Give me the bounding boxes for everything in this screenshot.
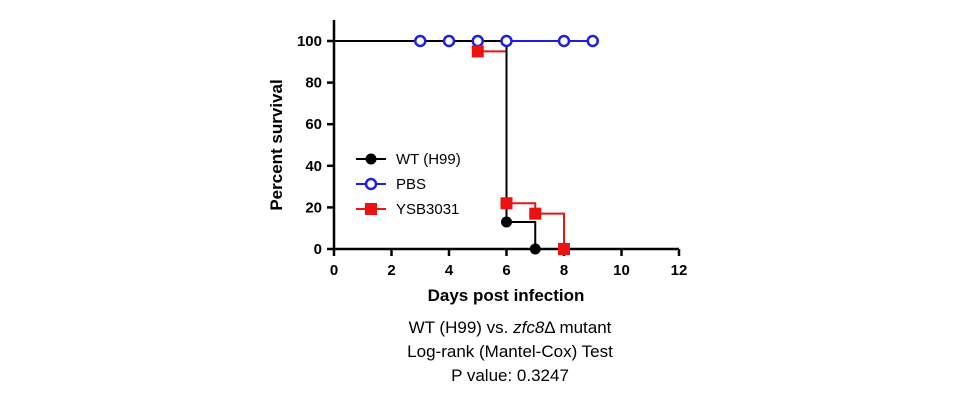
x-tick-label: 0 <box>330 262 338 279</box>
chart-legend: WT (H99) PBS YSB3031 <box>356 151 461 218</box>
chart-caption: WT (H99) vs. zfc8Δ mutant Log-rank (Mant… <box>300 316 720 388</box>
caption-test-name: Log-rank (Mantel-Cox) Test <box>407 342 613 361</box>
caption-comparison: WT (H99) vs. zfc8Δ mutant <box>300 316 720 340</box>
data-point-open-circle <box>442 34 456 48</box>
data-point-circle <box>501 216 512 228</box>
data-point-square <box>471 45 484 58</box>
data-point-open-circle <box>471 34 484 48</box>
caption-comparison-suffix: Δ mutant <box>544 318 612 337</box>
y-axis-title: Percent survival <box>267 79 286 210</box>
y-tick-label: 0 <box>314 241 322 258</box>
caption-p-value: P value: 0.3247 <box>451 366 569 385</box>
data-point-square <box>365 203 377 215</box>
y-tick-label: 20 <box>305 199 322 216</box>
series-markers-pbs <box>414 34 599 48</box>
data-point-square <box>500 197 513 210</box>
legend-item: PBS <box>356 176 426 193</box>
series-markers-ysb3031 <box>471 45 570 255</box>
x-axis-title: Days post infection <box>428 286 585 305</box>
x-tick-label: 4 <box>445 262 454 279</box>
y-tick-label: 80 <box>305 75 322 92</box>
x-tick-label: 8 <box>560 262 568 279</box>
legend-label: WT (H99) <box>396 151 461 168</box>
x-tick-label: 2 <box>387 262 395 279</box>
data-point-circle <box>529 243 541 255</box>
series-markers-wt-h99- <box>501 216 541 255</box>
data-point-open-circle <box>557 34 571 48</box>
legend-item: YSB3031 <box>356 201 459 218</box>
data-point-circle <box>365 153 377 165</box>
caption-gene-name: zfc8 <box>513 318 545 337</box>
caption-comparison-prefix: WT (H99) vs. <box>408 318 514 337</box>
legend-item: WT (H99) <box>356 151 461 168</box>
x-tick-label: 12 <box>671 262 688 279</box>
chart-axes: 0 2 4 6 8 10 12 0 20 40 60 80 100 <box>297 20 687 279</box>
data-point-square <box>558 243 570 255</box>
chart-series <box>334 34 599 255</box>
x-tick-label: 6 <box>502 262 510 279</box>
data-point-square <box>529 207 542 220</box>
data-point-open-circle <box>414 34 427 48</box>
legend-label: PBS <box>396 176 426 193</box>
y-tick-label: 100 <box>297 33 322 50</box>
x-tick-label: 10 <box>613 262 630 279</box>
legend-label: YSB3031 <box>396 201 459 218</box>
data-point-open-circle <box>364 177 378 191</box>
y-tick-label: 40 <box>305 158 322 175</box>
data-point-open-circle <box>500 34 513 48</box>
y-tick-label: 60 <box>305 116 322 133</box>
data-point-open-circle <box>586 34 599 48</box>
